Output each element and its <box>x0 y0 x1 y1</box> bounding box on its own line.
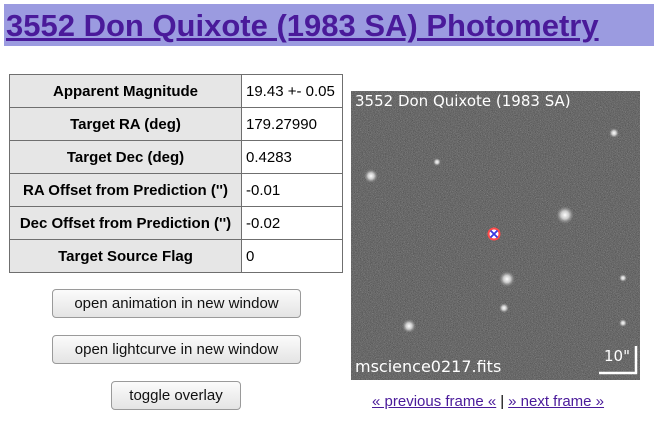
frame-nav-separator: | <box>500 393 505 410</box>
property-label: RA Offset from Prediction ('') <box>9 173 242 207</box>
toggle-overlay-button[interactable]: toggle overlay <box>111 381 241 410</box>
frame-image[interactable]: 3552 Don Quixote (1983 SA) mscience0217.… <box>351 91 640 380</box>
star <box>499 303 509 313</box>
star <box>609 128 619 138</box>
frame-navigation: « previous frame «|» next frame » <box>372 393 604 410</box>
property-label: Target Source Flag <box>9 239 242 273</box>
table-row: RA Offset from Prediction ('') -0.01 <box>9 173 343 207</box>
page-header: 3552 Don Quixote (1983 SA) Photometry <box>4 4 654 46</box>
property-value: 19.43 +- 0.05 <box>241 74 343 108</box>
previous-frame-link[interactable]: « previous frame « <box>372 393 497 410</box>
image-filename: mscience0217.fits <box>355 357 502 376</box>
property-value: 0.4283 <box>241 140 343 174</box>
table-row: Apparent Magnitude 19.43 +- 0.05 <box>9 74 343 108</box>
open-animation-button[interactable]: open animation in new window <box>52 289 301 318</box>
property-label: Target RA (deg) <box>9 107 242 141</box>
star <box>619 319 627 327</box>
star <box>402 319 416 333</box>
star-field <box>351 91 640 380</box>
open-lightcurve-button[interactable]: open lightcurve in new window <box>52 335 301 364</box>
scale-label: 10" <box>604 347 630 365</box>
target-marker-ring <box>487 227 501 241</box>
property-label: Target Dec (deg) <box>9 140 242 174</box>
property-value: 179.27990 <box>241 107 343 141</box>
target-crosshair-icon <box>489 229 499 239</box>
star <box>556 206 574 224</box>
table-row: Target Dec (deg) 0.4283 <box>9 140 343 174</box>
property-value: 0 <box>241 239 343 273</box>
scale-bar <box>599 346 638 375</box>
star <box>433 158 441 166</box>
table-row: Target Source Flag 0 <box>9 239 343 273</box>
table-row: Dec Offset from Prediction ('') -0.02 <box>9 206 343 240</box>
next-frame-link[interactable]: » next frame » <box>508 393 605 410</box>
table-row: Target RA (deg) 179.27990 <box>9 107 343 141</box>
star <box>364 169 378 183</box>
property-value: -0.02 <box>241 206 343 240</box>
image-title: 3552 Don Quixote (1983 SA) <box>355 92 571 110</box>
page-title[interactable]: 3552 Don Quixote (1983 SA) Photometry <box>6 8 599 43</box>
property-label: Dec Offset from Prediction ('') <box>9 206 242 240</box>
star <box>499 271 515 287</box>
property-label: Apparent Magnitude <box>9 74 242 108</box>
photometry-table: Apparent Magnitude 19.43 +- 0.05 Target … <box>9 74 343 273</box>
star <box>619 274 627 282</box>
property-value: -0.01 <box>241 173 343 207</box>
